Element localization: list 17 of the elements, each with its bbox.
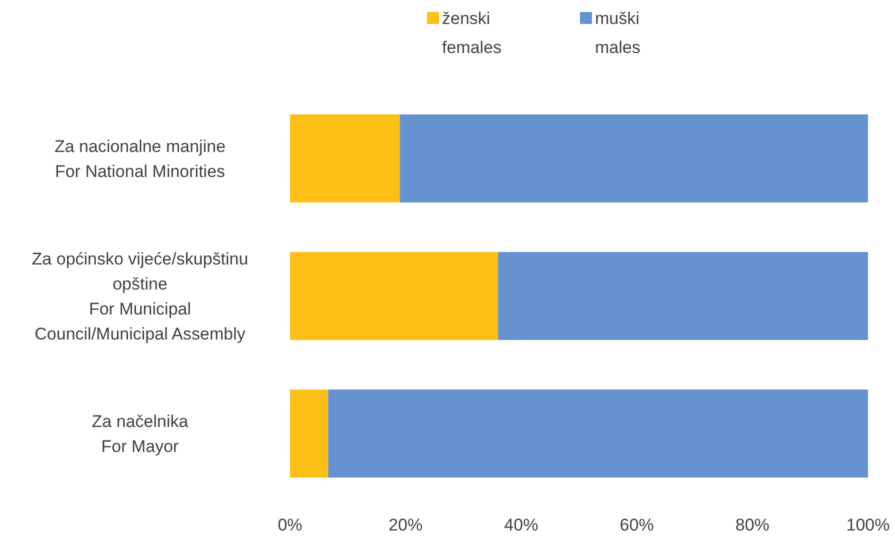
bar — [290, 390, 328, 478]
bar — [290, 252, 498, 340]
bar — [498, 252, 868, 340]
x-tick-label: 0% — [278, 516, 302, 534]
y-tick-label: Za načelnika For Mayor — [92, 412, 189, 456]
legend-label: ženski females — [442, 8, 502, 56]
y-tick-label: Za općinsko vijeće/skupštinu opštine For Municipal Council/Municipal Assembly — [32, 249, 248, 343]
x-tick-label: 60% — [620, 516, 654, 534]
y-tick-label: Za nacionalne manjine For National Minorities — [54, 136, 226, 180]
bar — [290, 114, 400, 202]
x-tick-label: 80% — [735, 516, 770, 534]
x-tick-label: 100% — [846, 516, 890, 534]
x-tick-label: 20% — [388, 516, 423, 534]
bar — [328, 390, 868, 478]
legend-label: muški males — [595, 8, 640, 56]
x-tick-label: 40% — [504, 516, 538, 534]
bar — [400, 114, 868, 202]
